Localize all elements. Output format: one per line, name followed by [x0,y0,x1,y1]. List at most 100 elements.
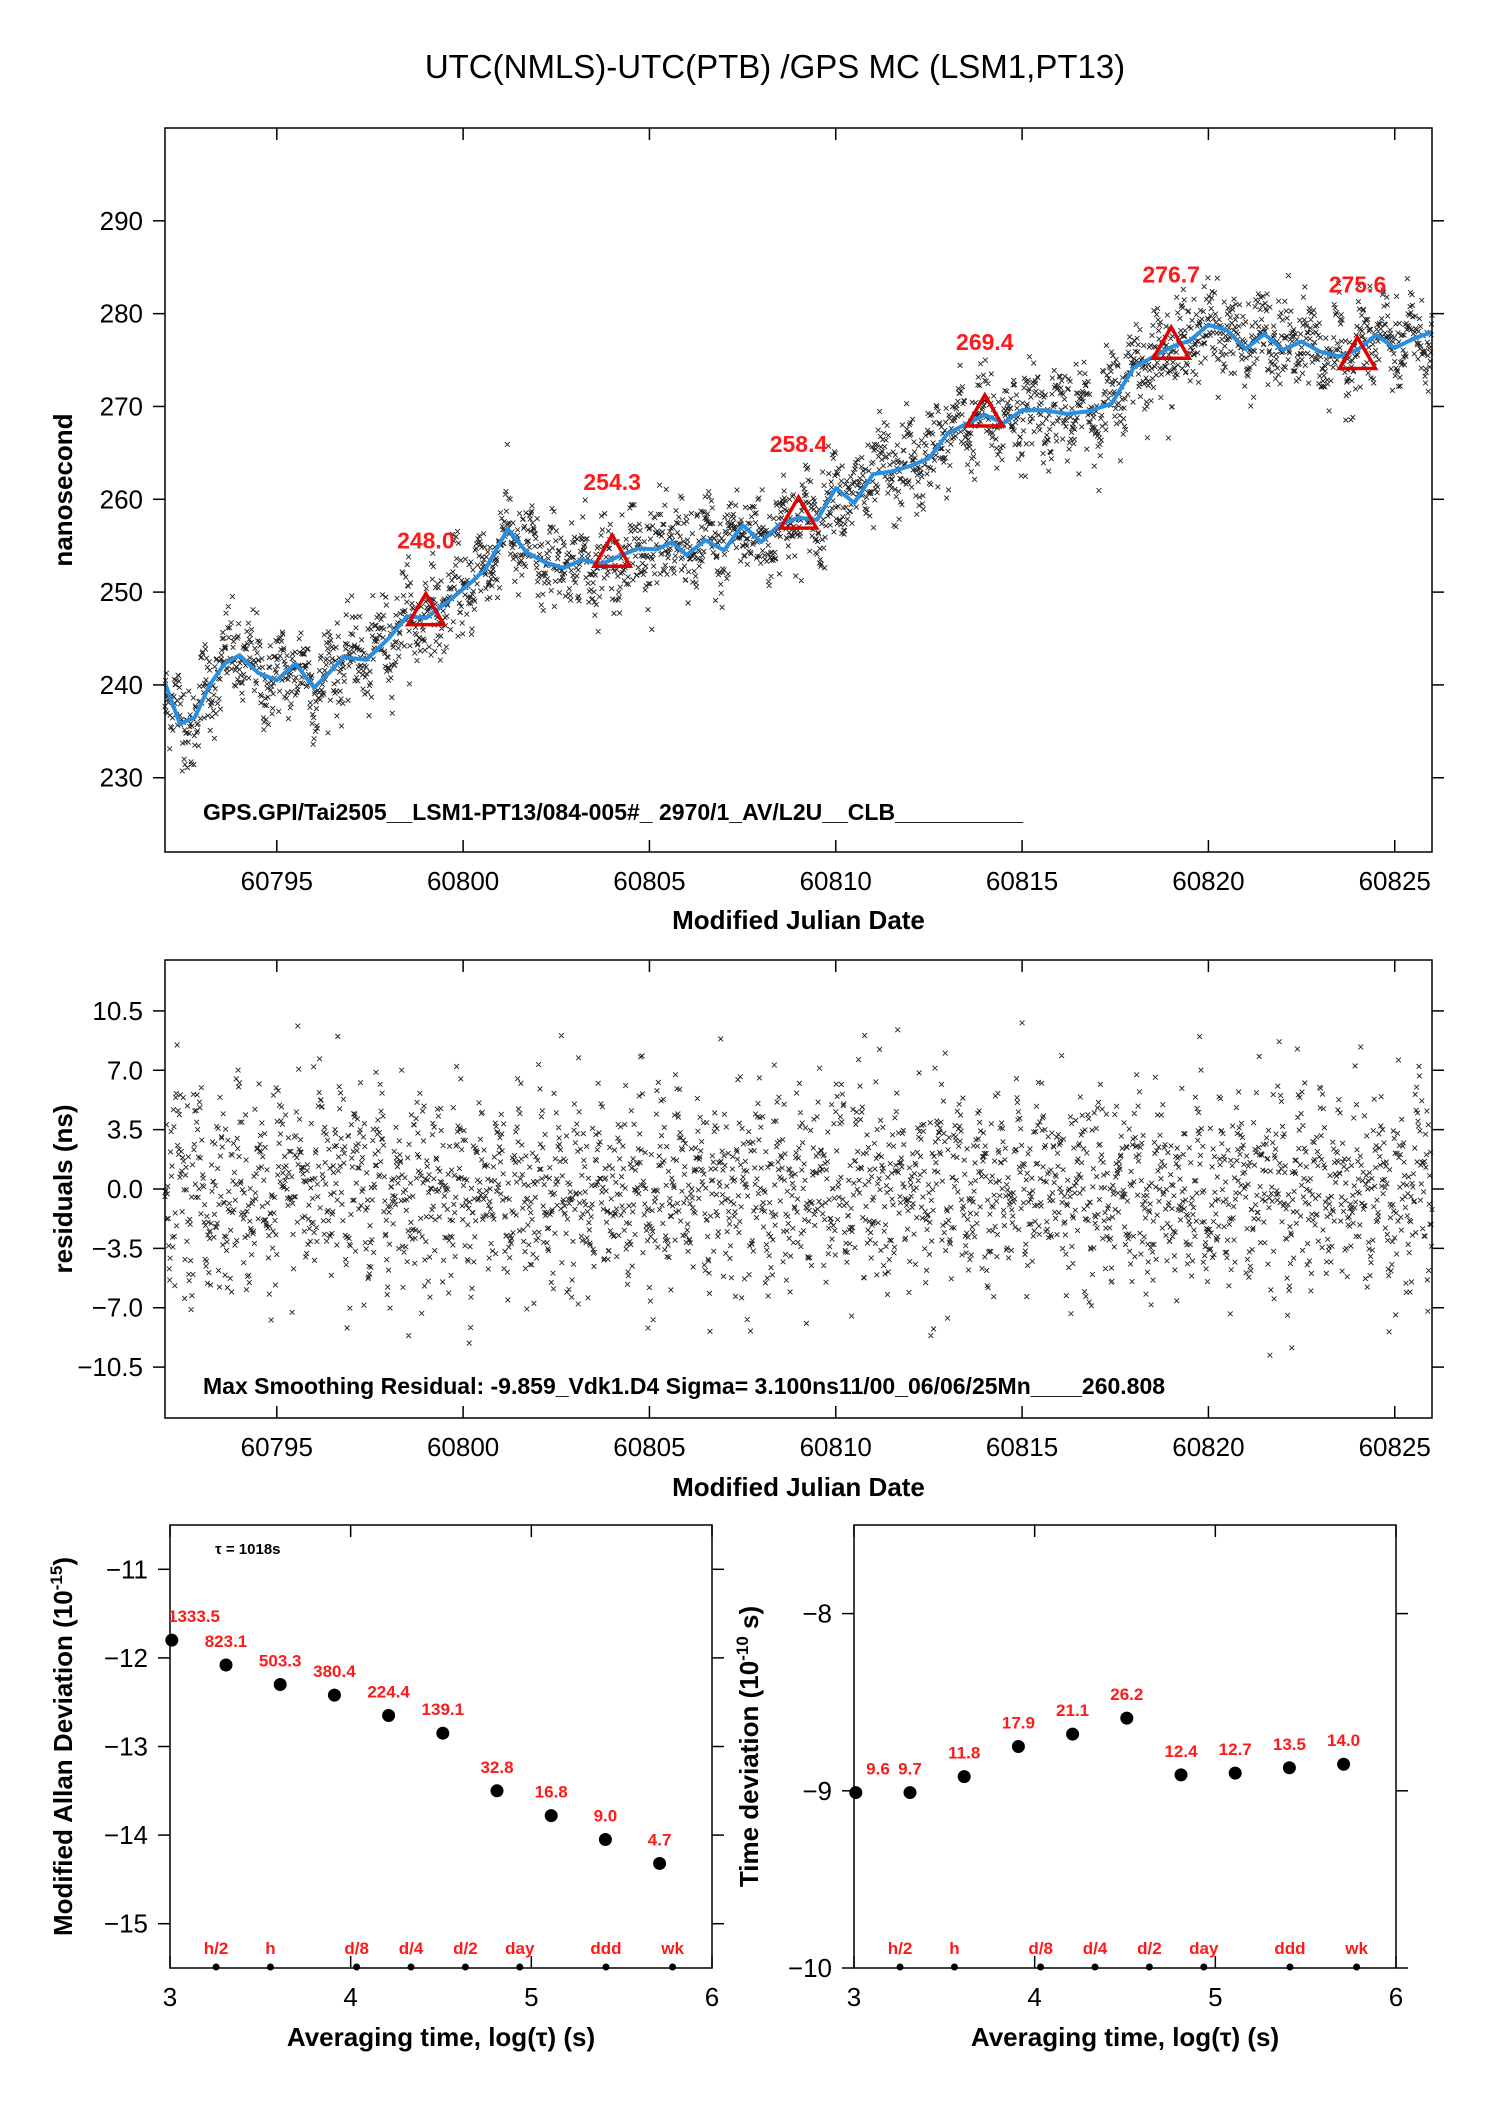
time-marker-dot [896,1963,904,1971]
marker-triangle [777,493,820,530]
deviation-point [1120,1711,1134,1725]
time-marker-label: wk [660,1939,684,1958]
marker-label: 275.6 [1329,271,1387,297]
deviation-label: 9.7 [898,1760,922,1779]
y-tick-label: 270 [100,391,143,421]
x-tick-label: 60825 [1359,1432,1431,1462]
y-tick-label: 230 [100,763,143,793]
time-marker-dot [516,1963,524,1971]
deviation-point [957,1770,971,1784]
deviation-point [1337,1757,1351,1771]
x-tick-label: 60805 [613,866,685,896]
x-axis-label: Modified Julian Date [672,905,925,935]
time-marker-dot [669,1963,677,1971]
plot-frame [169,1524,713,1969]
deviation-point [1174,1768,1188,1782]
time-marker-dot [266,1963,274,1971]
time-marker-label: ddd [590,1939,621,1958]
y-axis-label: Modified Allan Deviation (10-15) [47,1557,78,1936]
time-marker-label: ddd [1274,1939,1305,1958]
x-tick-label: 60795 [241,1432,313,1462]
y-tick-label: 240 [100,670,143,700]
deviation-point [382,1708,396,1722]
figure-title: UTC(NMLS)-UTC(PTB) /GPS MC (LSM1,PT13) [425,48,1125,85]
x-tick-label: 60800 [427,866,499,896]
x-tick-label: 5 [524,1982,538,2012]
mdev-panel: 3 4 5 6 −15 −14 −13 −12 −11 1333.5 823.1 503.3 380.4… [47,1524,724,2052]
x-tick-label: 6 [705,1982,719,2012]
marker-label: 269.4 [956,329,1014,355]
plot-frame [853,1524,1397,1969]
x-axis-label: Modified Julian Date [672,1472,925,1502]
deviation-label: 16.8 [535,1783,568,1802]
y-tick-label: −3.5 [92,1233,143,1263]
x-tick-label: 60795 [241,866,313,896]
time-marker-label: d/4 [1083,1939,1108,1958]
deviation-point [544,1809,558,1823]
deviation-label: 1333.5 [168,1607,220,1626]
x-tick-label: 60825 [1359,866,1431,896]
y-axis-label: residuals (ns) [48,1104,78,1273]
deviation-point [598,1833,612,1847]
annotation: GPS.GPI/Tai2505__LSM1-PT13/084-005#_ 297… [203,799,1023,825]
y-axis-label: nanosecond [48,413,78,566]
time-marker-label: wk [1344,1939,1368,1958]
deviation-label: 9.6 [866,1760,890,1779]
deviation-label: 12.7 [1219,1740,1252,1759]
deviation-point [219,1658,233,1672]
time-marker-label: h/2 [204,1939,229,1958]
time-marker-label: h/2 [888,1939,913,1958]
y-tick-label: −12 [104,1643,148,1673]
deviation-label: 12.4 [1164,1742,1198,1761]
smoothing-curve [163,322,1433,726]
x-tick-label: 60820 [1172,1432,1244,1462]
x-tick-label: 60820 [1172,866,1244,896]
time-marker-label: day [505,1939,535,1958]
y-tick-label: 7.0 [107,1055,143,1085]
time-marker-dot [1353,1963,1361,1971]
time-marker-label: d/8 [344,1939,369,1958]
x-tick-label: 60800 [427,1432,499,1462]
x-tick-label: 4 [343,1982,357,2012]
deviation-point [490,1784,504,1798]
deviation-point [1066,1727,1080,1741]
deviation-point [1282,1761,1296,1775]
x-axis-label: Averaging time, log(τ) (s) [287,2022,595,2052]
x-axis-label: Averaging time, log(τ) (s) [971,2022,1279,2052]
time-marker-label: day [1189,1939,1219,1958]
time-marker-dot [212,1963,220,1971]
y-tick-label: 250 [100,577,143,607]
y-tick-label: 260 [100,484,143,514]
marker-triangle [1150,323,1193,361]
deviation-point [327,1688,341,1702]
deviation-point [436,1726,450,1740]
deviation-label: 224.4 [367,1682,410,1701]
y-tick-label: −10.5 [77,1352,143,1382]
residuals-panel: 60795 60800 60805 60810 60815 60820 60825 −10.5… [48,959,1444,1502]
y-tick-label: 3.5 [107,1115,143,1145]
time-marker-dot [407,1963,415,1971]
marker-label: 254.3 [583,469,641,495]
y-tick-label: −14 [104,1820,148,1850]
x-tick-label: 60805 [613,1432,685,1462]
x-tick-label: 3 [163,1982,177,2012]
y-tick-label: 290 [100,206,143,236]
deviation-point [849,1786,863,1800]
x-tick-label: 60810 [800,1432,872,1462]
y-tick-label: −11 [106,1554,148,1584]
tau-annotation: τ = 1018s [215,1541,281,1558]
time-marker-label: h [949,1939,959,1958]
time-marker-dot [1037,1963,1045,1971]
deviation-point [653,1856,667,1870]
y-tick-label: −7.0 [92,1293,143,1323]
deviation-label: 21.1 [1056,1701,1089,1720]
plot-frame [164,959,1433,1419]
marker-triangle [1336,333,1379,371]
time-series-panel: 248.0 254.3 258.4 269.4 276.7 275.6 60795 60800… [48,127,1444,935]
y-tick-label: −10 [788,1953,832,1983]
y-tick-label: 0.0 [107,1174,143,1204]
x-tick-label: 3 [847,1982,861,2012]
marker-triangle [591,531,634,568]
y-tick-label: 10.5 [92,996,143,1026]
y-tick-label: 280 [100,299,143,329]
